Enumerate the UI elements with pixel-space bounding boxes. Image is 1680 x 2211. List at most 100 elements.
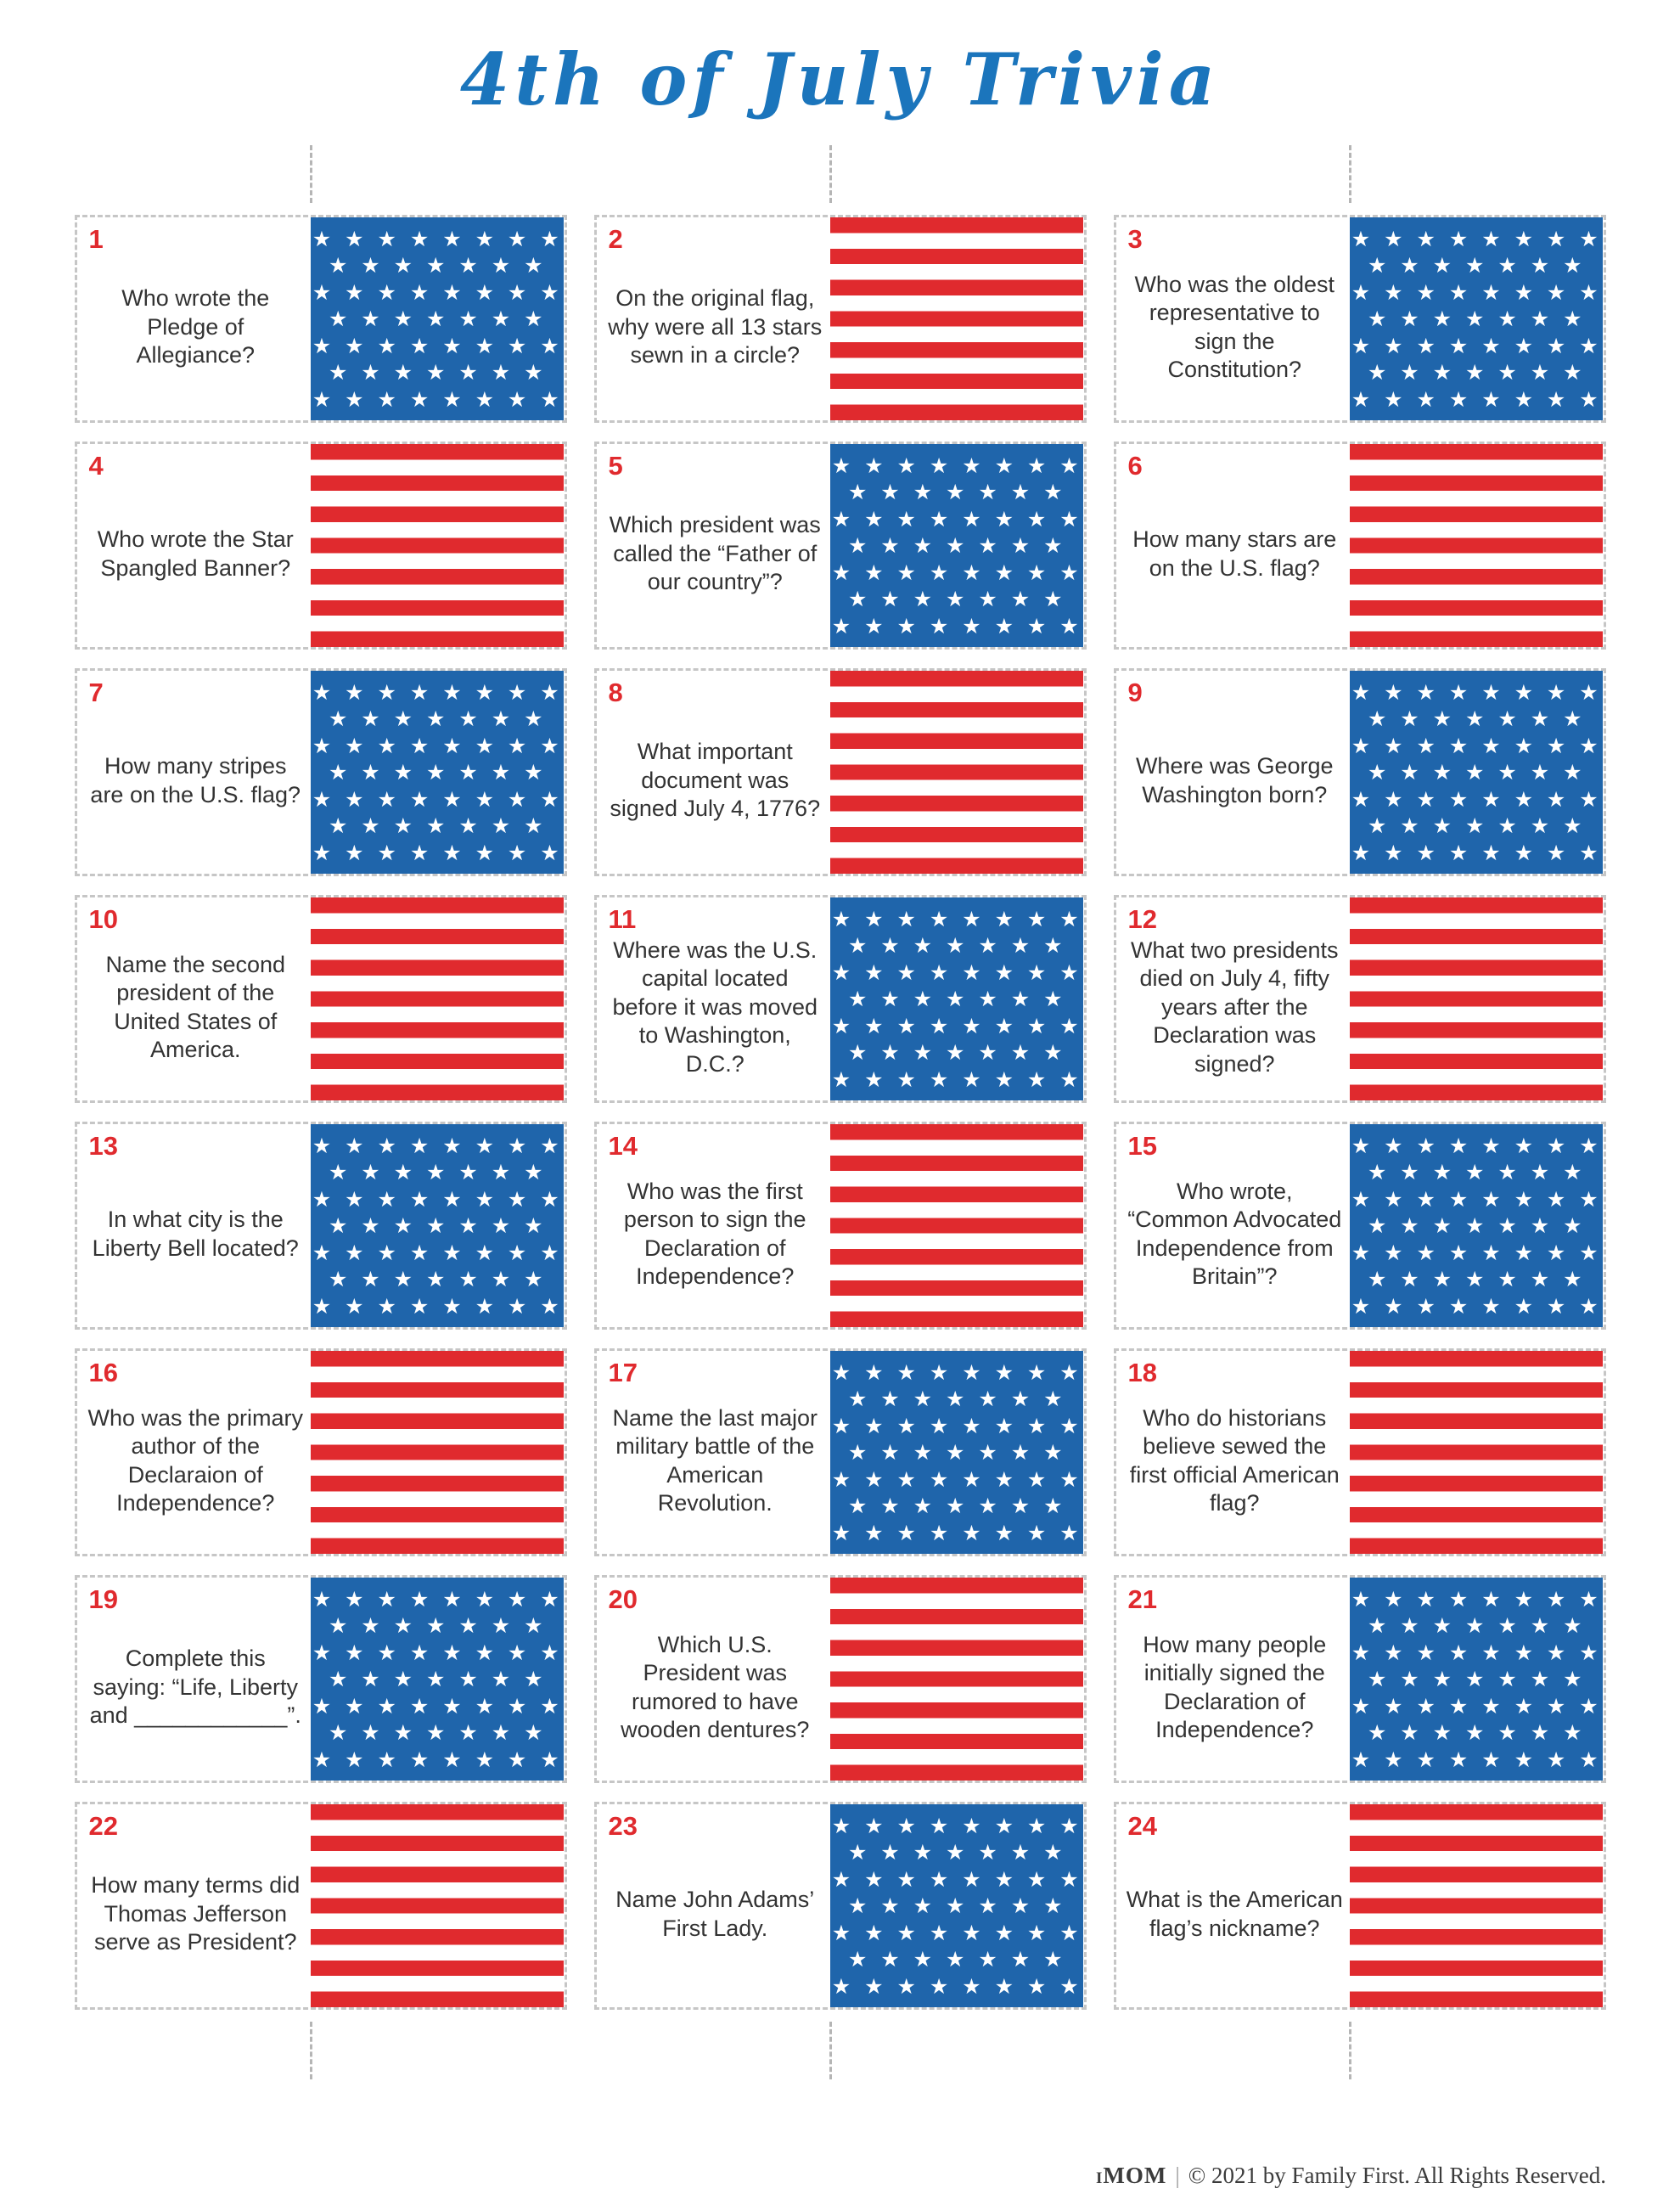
star-row: ★ ★ ★ ★ ★ ★ ★ ★ bbox=[312, 840, 563, 865]
trivia-card: 1 Who wrote the Pledge of Allegiance? ★ … bbox=[74, 215, 567, 423]
star-row: ★ ★ ★ ★ ★ ★ ★ ★ bbox=[1351, 1240, 1602, 1265]
question-text: How many terms did Thomas Jefferson serv… bbox=[91, 1872, 301, 1955]
star-row: ★ ★ ★ ★ ★ ★ ★ ★ bbox=[1351, 1133, 1602, 1158]
question-area: 10 Name the second president of the Unit… bbox=[77, 897, 312, 1100]
trivia-card: 14 Who was the first person to sign the … bbox=[593, 1122, 1087, 1330]
star-row: ★ ★ ★ ★ ★ ★ ★ bbox=[1367, 760, 1586, 785]
star-row: ★ ★ ★ ★ ★ ★ ★ ★ bbox=[312, 1693, 563, 1719]
star-row: ★ ★ ★ ★ ★ ★ ★ ★ bbox=[312, 333, 563, 358]
flag-stars-panel: ★ ★ ★ ★ ★ ★ ★ ★ ★ ★ ★ ★ ★ ★ ★ ★ ★ ★ ★ ★ ★ … bbox=[1350, 671, 1604, 874]
trivia-card: 17 Name the last major military battle o… bbox=[593, 1348, 1087, 1556]
flag-stripes-panel bbox=[830, 671, 1084, 874]
star-row: ★ ★ ★ ★ ★ ★ ★ ★ bbox=[831, 1359, 1082, 1385]
card-number: 14 bbox=[608, 1131, 638, 1161]
star-row: ★ ★ ★ ★ ★ ★ ★ ★ bbox=[831, 1866, 1082, 1892]
question-text: Who was the primary author of the Declar… bbox=[87, 1404, 304, 1516]
flag-stripes-panel bbox=[1350, 1351, 1604, 1554]
star-row: ★ ★ ★ ★ ★ ★ ★ ★ bbox=[1351, 733, 1602, 758]
star-row: ★ ★ ★ ★ ★ ★ ★ ★ bbox=[1351, 1640, 1602, 1665]
flag-stars-panel: ★ ★ ★ ★ ★ ★ ★ ★ ★ ★ ★ ★ ★ ★ ★ ★ ★ ★ ★ ★ ★ … bbox=[1350, 217, 1604, 420]
trivia-card: 24 What is the American flag’s nickname? bbox=[1113, 1802, 1606, 2010]
star-row: ★ ★ ★ ★ ★ ★ ★ bbox=[1367, 360, 1586, 385]
question-text: Who wrote, “Common Advocated Independenc… bbox=[1127, 1178, 1342, 1289]
card-number: 3 bbox=[1127, 224, 1143, 254]
star-row: ★ ★ ★ ★ ★ ★ ★ ★ bbox=[831, 906, 1082, 931]
card-grid: 1 Who wrote the Pledge of Allegiance? ★ … bbox=[74, 215, 1606, 2010]
star-row: ★ ★ ★ ★ ★ ★ ★ bbox=[847, 1840, 1066, 1865]
question-area: 12 What two presidents died on July 4, f… bbox=[1116, 897, 1351, 1100]
star-row: ★ ★ ★ ★ ★ ★ ★ bbox=[847, 1440, 1066, 1465]
card-number: 19 bbox=[88, 1584, 118, 1614]
flag-stars-panel: ★ ★ ★ ★ ★ ★ ★ ★ ★ ★ ★ ★ ★ ★ ★ ★ ★ ★ ★ ★ ★ … bbox=[311, 1578, 565, 1781]
card-number: 18 bbox=[1127, 1358, 1157, 1387]
question-text: Who was the first person to sign the Dec… bbox=[623, 1178, 806, 1289]
question-area: 2 On the original flag, why were all 13 … bbox=[597, 217, 831, 420]
flag-stripes-panel bbox=[311, 1804, 565, 2007]
star-row: ★ ★ ★ ★ ★ ★ ★ bbox=[1367, 1613, 1586, 1638]
trivia-card: 15 Who wrote, “Common Advocated Independ… bbox=[1113, 1122, 1606, 1330]
flag-stars-panel: ★ ★ ★ ★ ★ ★ ★ ★ ★ ★ ★ ★ ★ ★ ★ ★ ★ ★ ★ ★ ★ … bbox=[830, 444, 1084, 647]
star-row: ★ ★ ★ ★ ★ ★ ★ bbox=[847, 533, 1066, 558]
fold-marks-bottom bbox=[75, 2022, 1606, 2079]
question-text: Who do historians believe sewed the firs… bbox=[1129, 1404, 1340, 1516]
star-row: ★ ★ ★ ★ ★ ★ ★ ★ bbox=[831, 453, 1082, 478]
star-row: ★ ★ ★ ★ ★ ★ ★ ★ bbox=[312, 733, 563, 758]
question-text: In what city is the Liberty Bell located… bbox=[92, 1207, 299, 1261]
star-row: ★ ★ ★ ★ ★ ★ ★ ★ bbox=[831, 1466, 1082, 1492]
star-row: ★ ★ ★ ★ ★ ★ ★ ★ bbox=[312, 1293, 563, 1319]
fold-line bbox=[309, 2022, 312, 2079]
trivia-card: 6 How many stars are on the U.S. flag? bbox=[1113, 442, 1606, 650]
flag-stripes-panel bbox=[311, 444, 565, 647]
fold-line bbox=[829, 2022, 832, 2079]
card-number: 6 bbox=[1127, 451, 1143, 481]
question-area: 17 Name the last major military battle o… bbox=[597, 1351, 831, 1554]
star-row: ★ ★ ★ ★ ★ ★ ★ bbox=[847, 1947, 1066, 1972]
flag-stripes-panel bbox=[830, 1124, 1084, 1327]
star-row: ★ ★ ★ ★ ★ ★ ★ ★ bbox=[1351, 840, 1602, 865]
question-text: Who wrote the Star Spangled Banner? bbox=[97, 526, 294, 581]
star-row: ★ ★ ★ ★ ★ ★ ★ ★ bbox=[312, 1640, 563, 1665]
question-area: 3 Who was the oldest representative to s… bbox=[1116, 217, 1351, 420]
star-row: ★ ★ ★ ★ ★ ★ ★ ★ bbox=[831, 506, 1082, 532]
star-row: ★ ★ ★ ★ ★ ★ ★ ★ bbox=[312, 386, 563, 412]
question-area: 8 What important document was signed Jul… bbox=[597, 671, 831, 874]
card-number: 22 bbox=[88, 1811, 118, 1841]
footer: iMOM | © 2021 by Family First. All Right… bbox=[1096, 2163, 1606, 2189]
question-area: 20 Which U.S. President was rumored to h… bbox=[597, 1578, 831, 1781]
card-number: 15 bbox=[1127, 1131, 1157, 1161]
flag-stars-panel: ★ ★ ★ ★ ★ ★ ★ ★ ★ ★ ★ ★ ★ ★ ★ ★ ★ ★ ★ ★ ★ … bbox=[311, 671, 565, 874]
star-row: ★ ★ ★ ★ ★ ★ ★ bbox=[847, 587, 1066, 611]
question-area: 6 How many stars are on the U.S. flag? bbox=[1116, 444, 1351, 647]
star-row: ★ ★ ★ ★ ★ ★ ★ ★ bbox=[1351, 679, 1602, 705]
card-number: 9 bbox=[1127, 678, 1143, 707]
card-number: 17 bbox=[608, 1358, 638, 1387]
fold-marks-top bbox=[75, 145, 1606, 203]
flag-stars-panel: ★ ★ ★ ★ ★ ★ ★ ★ ★ ★ ★ ★ ★ ★ ★ ★ ★ ★ ★ ★ ★ … bbox=[1350, 1124, 1604, 1327]
copyright-text: © 2021 by Family First. All Rights Reser… bbox=[1188, 2163, 1606, 2188]
star-row: ★ ★ ★ ★ ★ ★ ★ bbox=[328, 1160, 547, 1184]
trivia-card: 19 Complete this saying: “Life, Liberty … bbox=[74, 1575, 567, 1783]
star-row: ★ ★ ★ ★ ★ ★ ★ bbox=[847, 1387, 1066, 1411]
question-area: 13 In what city is the Liberty Bell loca… bbox=[77, 1124, 312, 1327]
star-row: ★ ★ ★ ★ ★ ★ ★ ★ bbox=[312, 1186, 563, 1212]
flag-stars-panel: ★ ★ ★ ★ ★ ★ ★ ★ ★ ★ ★ ★ ★ ★ ★ ★ ★ ★ ★ ★ ★ … bbox=[830, 1804, 1084, 2007]
star-row: ★ ★ ★ ★ ★ ★ ★ ★ bbox=[831, 1920, 1082, 1945]
star-row: ★ ★ ★ ★ ★ ★ ★ ★ bbox=[831, 1520, 1082, 1545]
question-text: Name the last major military battle of t… bbox=[612, 1404, 818, 1516]
card-number: 11 bbox=[608, 904, 637, 934]
fold-line bbox=[829, 145, 832, 203]
question-text: What is the American flag’s nickname? bbox=[1126, 1887, 1343, 1941]
star-row: ★ ★ ★ ★ ★ ★ ★ bbox=[328, 760, 547, 785]
trivia-card: 21 How many people initially signed the … bbox=[1113, 1575, 1606, 1783]
star-row: ★ ★ ★ ★ ★ ★ ★ ★ bbox=[312, 786, 563, 812]
trivia-card: 2 On the original flag, why were all 13 … bbox=[593, 215, 1087, 423]
trivia-card: 9 Where was George Washington born? ★ ★ … bbox=[1113, 668, 1606, 876]
question-area: 11 Where was the U.S. capital located be… bbox=[597, 897, 831, 1100]
footer-separator: | bbox=[1175, 2163, 1180, 2188]
star-row: ★ ★ ★ ★ ★ ★ ★ ★ bbox=[1351, 333, 1602, 358]
question-text: Who wrote the Pledge of Allegiance? bbox=[121, 285, 270, 368]
question-text: What important document was signed July … bbox=[610, 739, 821, 822]
card-number: 10 bbox=[88, 904, 118, 934]
star-row: ★ ★ ★ ★ ★ ★ ★ ★ bbox=[312, 1747, 563, 1772]
star-row: ★ ★ ★ ★ ★ ★ ★ ★ bbox=[831, 560, 1082, 585]
